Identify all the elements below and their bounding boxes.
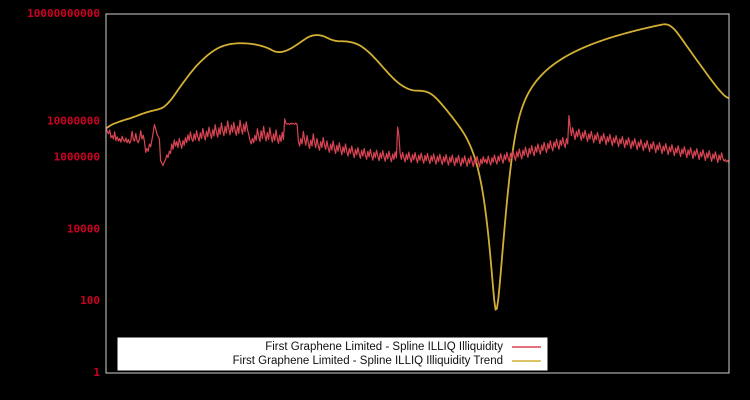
illiquidity-line-series (106, 114, 729, 168)
y-axis-tick-label: 1000000 (54, 151, 100, 164)
y-axis-tick-label: 10000000 (47, 115, 100, 128)
legend-label-illiquidity: First Graphene Limited - Spline ILLIQ Il… (265, 341, 503, 353)
plot-frame (105, 13, 730, 374)
y-axis-tick-label: 10000 (67, 222, 100, 235)
chart-legend[interactable]: First Graphene Limited - Spline ILLIQ Il… (117, 337, 548, 371)
legend-label-trend: First Graphene Limited - Spline ILLIQ Il… (233, 355, 503, 367)
y-axis-tick-label: 100 (80, 294, 100, 307)
legend-background (117, 337, 548, 371)
y-axis-tick-label: 1 (93, 366, 100, 379)
trend-line-series (106, 23, 729, 311)
y-axis-tick-labels: 10000000000 10000000 1000000 10000 100 1 (27, 7, 100, 379)
y-axis-tick-label: 10000000000 (27, 7, 100, 20)
plot-background (106, 14, 729, 373)
